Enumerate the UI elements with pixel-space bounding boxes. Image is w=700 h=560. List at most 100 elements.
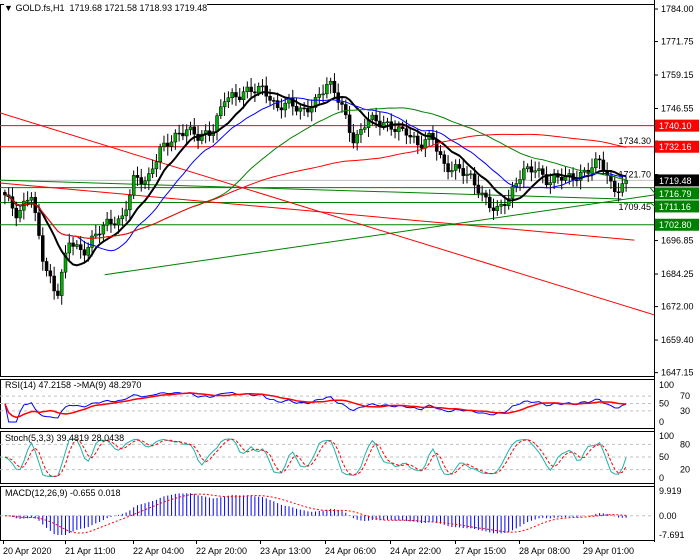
- bull-candle: [480, 192, 484, 195]
- dropdown-arrow-icon[interactable]: ▼: [4, 3, 13, 13]
- bear-candle: [434, 139, 439, 152]
- bull-candle: [29, 197, 34, 201]
- bull-candle: [63, 252, 68, 273]
- bull-candle: [522, 168, 526, 180]
- y-tick-label: 1684.25: [661, 269, 694, 279]
- bull-candle: [116, 218, 121, 226]
- bid-price-tag: 1719.48: [659, 176, 692, 186]
- bull-candle: [533, 170, 537, 173]
- bull-candle: [317, 94, 322, 98]
- trend-line: [104, 194, 655, 276]
- bull-candle: [124, 209, 128, 217]
- bull-candle: [230, 92, 234, 99]
- bear-candle: [446, 163, 450, 173]
- ohlc-label: 1719.68 1721.58 1718.93 1719.48: [69, 3, 208, 13]
- bull-candle: [143, 180, 147, 185]
- rsi-line: [4, 391, 627, 423]
- stoch-main-line: [4, 438, 627, 477]
- bear-candle: [541, 168, 545, 175]
- bear-candle: [416, 135, 420, 146]
- bear-candle: [3, 192, 7, 196]
- bear-candle: [438, 151, 443, 155]
- bear-candle: [264, 85, 269, 97]
- bull-candle: [59, 271, 64, 296]
- x-tick-label: 23 Apr 13:00: [260, 546, 311, 556]
- bear-candle: [181, 132, 185, 137]
- bull-candle: [313, 97, 318, 108]
- bull-candle: [200, 133, 204, 141]
- x-tick-label: 20 Apr 2020: [3, 546, 52, 556]
- bull-candle: [131, 175, 136, 196]
- bear-candle: [71, 242, 75, 247]
- bull-candle: [120, 215, 125, 220]
- bull-candle: [453, 164, 458, 171]
- bull-candle: [241, 91, 246, 100]
- bull-candle: [154, 161, 159, 170]
- y-tick-label: 1759.15: [661, 70, 694, 80]
- bear-candle: [52, 275, 56, 292]
- bear-candle: [374, 114, 378, 122]
- bear-candle: [166, 142, 170, 147]
- bull-candle: [362, 127, 367, 130]
- bear-candle: [82, 249, 87, 256]
- stoch-signal-line: [4, 438, 627, 477]
- bull-candle: [525, 166, 530, 170]
- bull-candle: [158, 146, 162, 163]
- ma-100-line: [4, 133, 627, 239]
- bull-candle: [150, 168, 155, 174]
- bear-candle: [332, 80, 337, 93]
- rsi-ma-line: [4, 392, 627, 419]
- bull-candle: [465, 173, 469, 176]
- level-price-tag-connector: [649, 202, 656, 207]
- y-tick-label: 1672.00: [661, 302, 694, 312]
- bear-candle: [347, 114, 352, 133]
- bull-candle: [510, 186, 515, 199]
- bull-candle: [245, 86, 250, 92]
- bear-candle: [442, 154, 447, 164]
- bear-candle: [135, 175, 140, 178]
- bull-candle: [355, 134, 359, 144]
- x-tick-label: 21 Apr 11:00: [65, 546, 115, 556]
- level-price-tag: 1740.10: [659, 121, 692, 131]
- stoch-title: Stoch(5,3,3) 39.4819 28.0438: [5, 433, 125, 443]
- bull-candle: [450, 170, 454, 173]
- bull-candle: [578, 171, 583, 181]
- bull-candle: [184, 129, 189, 137]
- bull-candle: [321, 93, 325, 96]
- bear-candle: [97, 233, 102, 236]
- bear-candle: [14, 207, 19, 219]
- rsi-y-label: 50: [659, 399, 669, 409]
- trend-line: [0, 179, 622, 200]
- level-price-tag: 1711.16: [659, 202, 691, 212]
- bull-candle: [86, 247, 90, 256]
- bull-candle: [25, 199, 30, 202]
- bull-candle: [90, 235, 94, 248]
- y-tick-label: 1709.45: [618, 202, 651, 212]
- bear-candle: [44, 261, 49, 271]
- bear-candle: [302, 107, 306, 110]
- bear-candle: [109, 218, 113, 224]
- macd-y-label: 0.00: [659, 511, 677, 521]
- bear-candle: [249, 86, 253, 93]
- level-price-tag-bg: [655, 218, 699, 231]
- bull-candle: [298, 107, 303, 112]
- bull-candle: [620, 183, 625, 193]
- chart-header: ▼ GOLD.fs,H1 1719.68 1721.58 1718.93 171…: [4, 3, 208, 13]
- macd-title: MACD(12,26,9) -0.655 0.018: [5, 488, 121, 498]
- bear-candle: [306, 107, 310, 113]
- symbol-label: GOLD.fs,H1: [15, 3, 65, 13]
- y-tick-label: 1647.15: [661, 368, 694, 378]
- bear-candle: [253, 91, 257, 94]
- bull-candle: [147, 173, 151, 182]
- trend-line: [0, 112, 655, 316]
- bear-candle: [484, 192, 488, 198]
- bear-candle: [597, 158, 602, 161]
- bear-candle: [78, 244, 83, 250]
- bull-candle: [412, 135, 416, 138]
- bull-candle: [222, 101, 227, 108]
- bull-candle: [260, 85, 265, 88]
- bear-candle: [272, 100, 276, 102]
- y-tick-label: 1696.85: [661, 236, 694, 246]
- x-tick-label: 22 Apr 20:00: [196, 546, 247, 556]
